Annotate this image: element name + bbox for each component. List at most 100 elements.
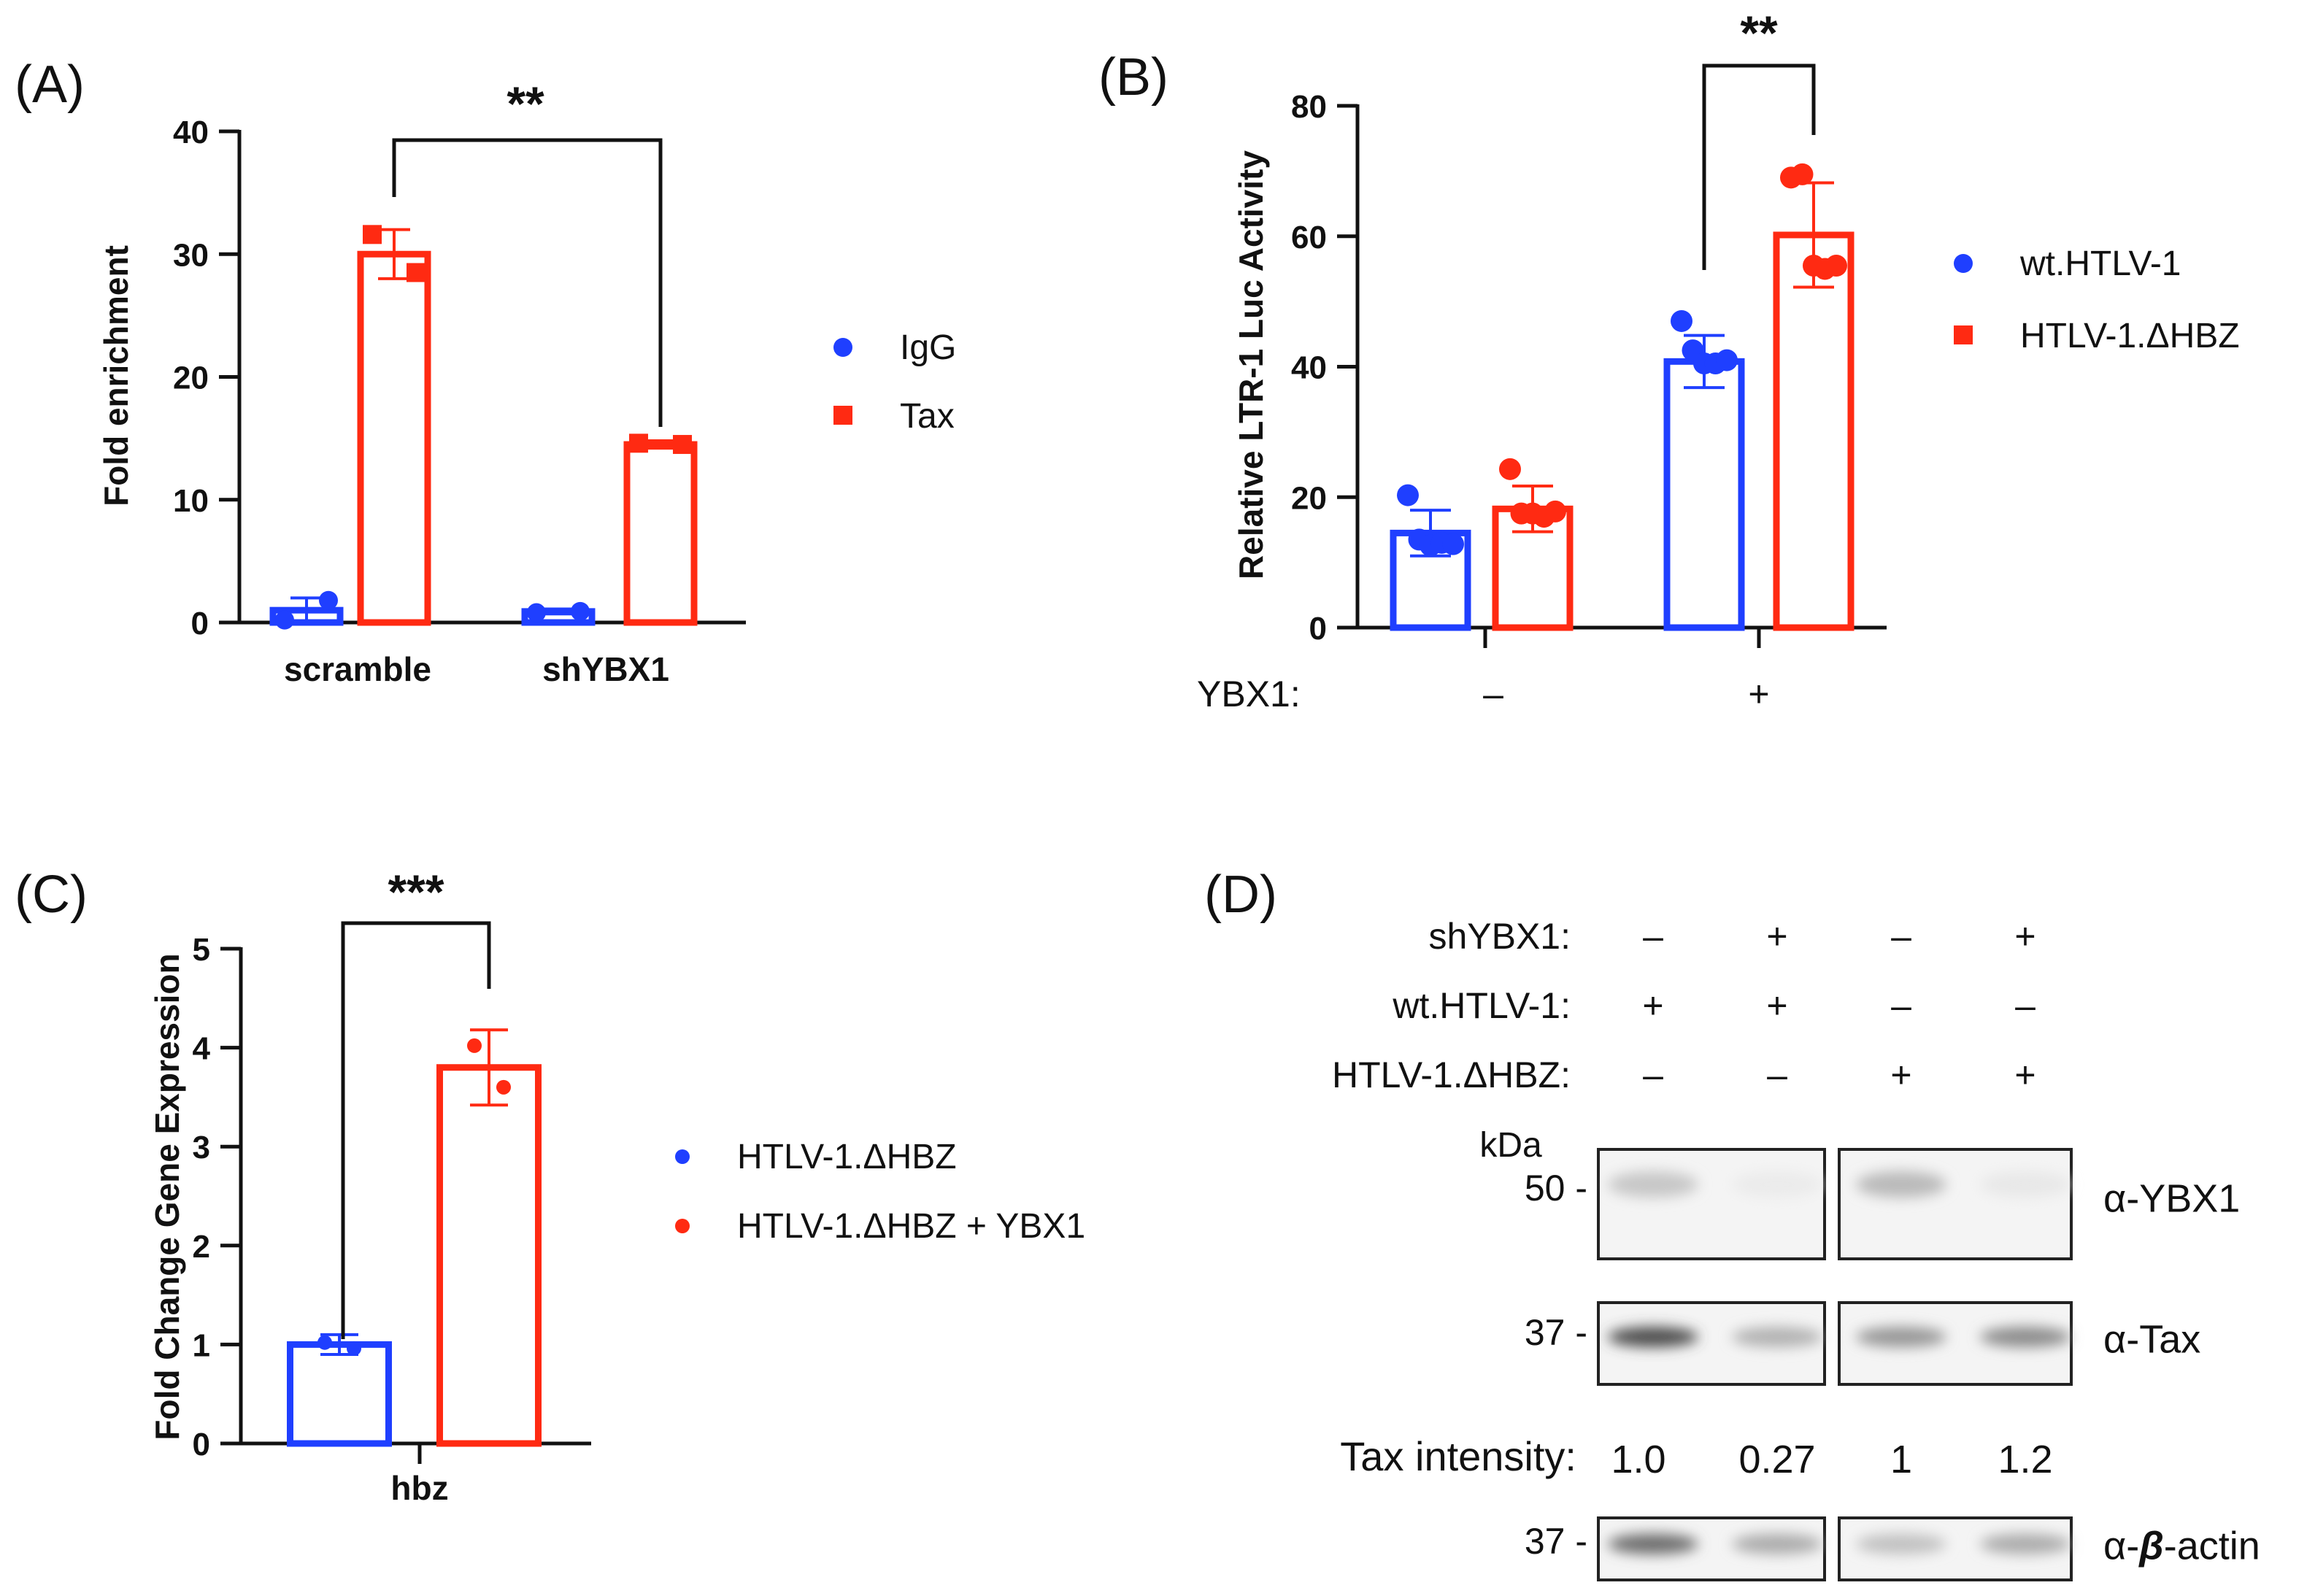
y-tick-label: 60 bbox=[1291, 220, 1327, 255]
blot-band bbox=[1980, 1171, 2071, 1198]
y-tick-label: 0 bbox=[1309, 611, 1327, 647]
panel-a-label: (A) bbox=[15, 55, 85, 114]
legend-igg-marker bbox=[833, 338, 852, 357]
blot-row: 50 - α-YBX1 bbox=[1525, 1148, 2240, 1260]
bar bbox=[436, 1064, 542, 1447]
data-point bbox=[1397, 484, 1419, 506]
data-point bbox=[1825, 254, 1847, 277]
condition-label: HTLV-1.ΔHBZ: bbox=[1332, 1055, 1571, 1095]
condition-sign: + bbox=[1766, 916, 1787, 957]
data-point bbox=[1499, 458, 1521, 480]
condition-sign: + bbox=[1766, 985, 1787, 1026]
tax-intensity-label: Tax intensity: bbox=[1340, 1433, 1576, 1479]
blot-condition-table: shYBX1: – + – + wt.HTLV-1: + + – – HTLV-1.ΔHBZ: – – +… bbox=[1332, 916, 2036, 1095]
y-tick-label: 0 bbox=[193, 1427, 210, 1462]
condition-sign: + bbox=[2014, 1055, 2036, 1095]
blot-band bbox=[1980, 1533, 2071, 1554]
blot-band bbox=[1856, 1327, 1946, 1348]
blot-band bbox=[1980, 1327, 2071, 1348]
blot-membrane bbox=[1597, 1148, 1826, 1260]
y-tick-label: 40 bbox=[173, 115, 209, 150]
y-tick-label: 4 bbox=[193, 1031, 211, 1067]
condition-sign: + bbox=[2014, 916, 2036, 957]
kda-marker: 37 - bbox=[1525, 1521, 1587, 1562]
legend-wt-htlv1-label: wt.HTLV-1 bbox=[2019, 244, 2181, 283]
panel-b-category-plus: + bbox=[1748, 674, 1769, 714]
bar bbox=[357, 250, 431, 626]
data-point bbox=[1671, 309, 1692, 332]
blot-band bbox=[1608, 1533, 1698, 1554]
tax-intensity-value: 1.0 bbox=[1611, 1438, 1665, 1481]
antibody-label: α-β-actin bbox=[2103, 1524, 2260, 1568]
panel-a-legend: IgG Tax bbox=[833, 328, 956, 436]
data-point bbox=[407, 263, 425, 282]
data-point bbox=[317, 1335, 332, 1350]
panel-c-significance: *** bbox=[388, 865, 444, 919]
data-point bbox=[1716, 349, 1738, 371]
blot-band bbox=[1732, 1533, 1822, 1554]
panel-b-significance: ** bbox=[1740, 6, 1778, 60]
panel-d: (D) shYBX1: – + – + wt.HTLV-1: + + – – HTLV-1.ΔHBZ… bbox=[1204, 866, 2260, 1581]
blot-row: 37 - α-Tax bbox=[1525, 1301, 2200, 1386]
blot-band bbox=[1608, 1327, 1698, 1348]
panel-d-label: (D) bbox=[1204, 866, 1277, 924]
condition-sign: – bbox=[1891, 916, 1911, 957]
y-tick-label: 2 bbox=[193, 1229, 210, 1265]
data-point bbox=[571, 601, 590, 621]
kda-marker: 50 - bbox=[1525, 1168, 1587, 1208]
kda-marker: 37 - bbox=[1525, 1312, 1587, 1353]
data-point bbox=[319, 590, 338, 610]
condition-sign: + bbox=[1642, 985, 1663, 1026]
legend-htlv1-dhbz-marker bbox=[1954, 325, 1973, 344]
data-point bbox=[527, 603, 546, 622]
y-tick-label: 10 bbox=[173, 483, 209, 519]
antibody-symbol: β bbox=[2138, 1524, 2164, 1568]
data-point bbox=[467, 1038, 482, 1053]
panel-b: (B) Relative LTR-1 Luc Activity YBX1: – … bbox=[1098, 6, 2240, 714]
bar bbox=[623, 441, 698, 626]
significance-bracket bbox=[1702, 63, 1816, 270]
bar bbox=[1663, 358, 1745, 631]
panel-c-ylabel: Fold Change Gene Expression bbox=[148, 953, 186, 1440]
data-point bbox=[363, 225, 382, 244]
condition-sign: – bbox=[1643, 1055, 1663, 1095]
panel-b-category-minus: – bbox=[1483, 674, 1503, 714]
data-point bbox=[1442, 533, 1464, 555]
blot-kda-label: kDa bbox=[1479, 1126, 1542, 1165]
data-point bbox=[1791, 163, 1814, 185]
antibody-suffix: -actin bbox=[2164, 1524, 2260, 1568]
data-point bbox=[673, 435, 692, 455]
y-tick-label: 80 bbox=[1291, 89, 1327, 125]
panel-b-legend: wt.HTLV-1 HTLV-1.ΔHBZ bbox=[1954, 244, 2240, 355]
blot-rows: 50 - α-YBX1 37 - α-Tax 37 - α-β-actin bbox=[1525, 1148, 2260, 1581]
legend-tax-marker bbox=[833, 406, 852, 425]
blot-band bbox=[1608, 1171, 1698, 1198]
y-tick-label: 40 bbox=[1291, 350, 1327, 386]
bar bbox=[1773, 231, 1855, 631]
data-point bbox=[629, 433, 648, 453]
data-point bbox=[275, 610, 294, 630]
y-tick-label: 3 bbox=[193, 1130, 210, 1165]
data-point bbox=[1544, 500, 1566, 523]
y-tick-label: 20 bbox=[1291, 480, 1327, 516]
y-tick-label: 1 bbox=[193, 1327, 210, 1363]
significance-bracket bbox=[341, 921, 491, 1339]
panel-c: (C) Fold Change Gene Expression hbz *** … bbox=[15, 865, 1085, 1507]
condition-sign: – bbox=[2015, 985, 2036, 1026]
tax-intensity-values: 1.0 0.27 1 1.2 bbox=[1611, 1438, 2052, 1481]
legend-dhbz-ybx1-label: HTLV-1.ΔHBZ + YBX1 bbox=[737, 1207, 1085, 1246]
panel-c-label: (C) bbox=[15, 866, 88, 924]
tax-intensity-value: 0.27 bbox=[1738, 1438, 1815, 1481]
legend-tax-label: Tax bbox=[900, 397, 955, 436]
blot-band bbox=[1856, 1533, 1946, 1554]
antibody-label: α-Tax bbox=[2103, 1317, 2200, 1361]
y-tick-label: 30 bbox=[173, 237, 209, 273]
blot-row: 37 - α-β-actin bbox=[1525, 1516, 2260, 1581]
legend-htlv1-dhbz-label: HTLV-1.ΔHBZ bbox=[2020, 317, 2240, 355]
category-label: shYBX1 bbox=[542, 650, 669, 688]
data-point bbox=[347, 1341, 361, 1356]
legend-igg-label: IgG bbox=[900, 328, 956, 367]
condition-label: wt.HTLV-1: bbox=[1392, 985, 1571, 1026]
panel-a: (A) Fold enrichment ** IgG Tax 0 10 20 30 40… bbox=[15, 55, 956, 688]
